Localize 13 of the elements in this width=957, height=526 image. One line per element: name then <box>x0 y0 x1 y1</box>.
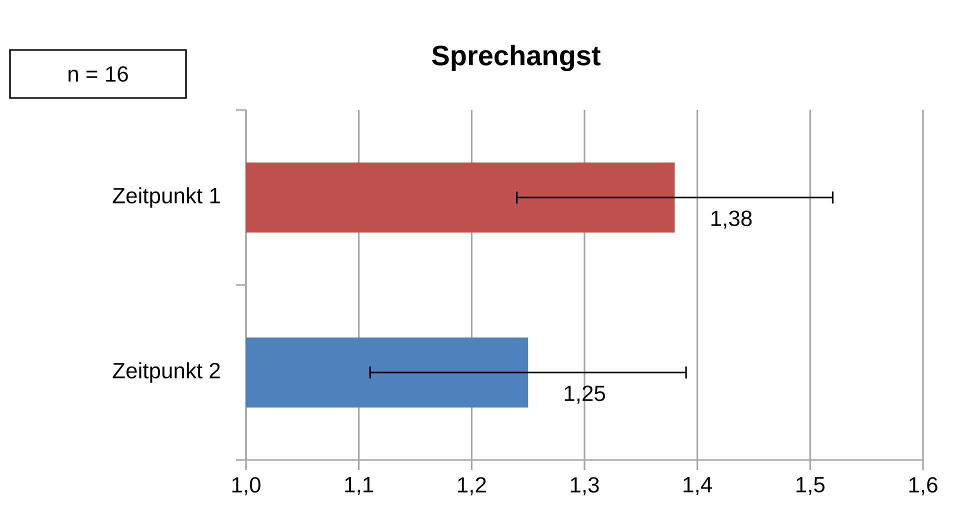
x-tick-label: 1,1 <box>345 477 374 496</box>
x-tick-label: 1,5 <box>796 477 825 496</box>
y-tick-label: Zeitpunkt 2 <box>112 362 220 383</box>
x-tick-label: 1,6 <box>909 477 938 496</box>
text: n = 16 <box>68 66 128 82</box>
x-tick-label: 1,0 <box>232 477 260 496</box>
x-tick-label: 1,2 <box>458 477 486 496</box>
chart-title: Sprechangst <box>432 44 600 72</box>
x-tick-label: 1,3 <box>570 477 599 496</box>
data-label: 1,25 <box>564 386 606 404</box>
y-tick-label: Zeitpunkt 1 <box>112 187 220 208</box>
data-label: 1,38 <box>712 210 752 229</box>
x-tick-label: 1,4 <box>684 477 712 496</box>
